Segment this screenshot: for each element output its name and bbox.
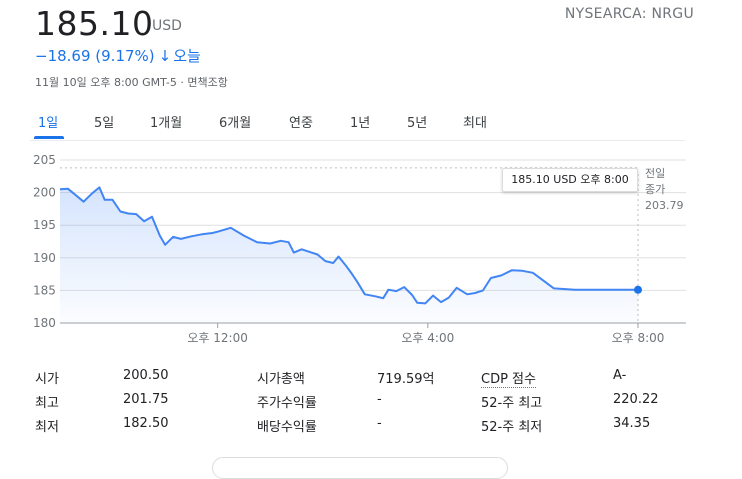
tab-6m[interactable]: 6개월: [219, 116, 252, 131]
last-price-point: [634, 285, 642, 294]
y-tick-label: 195: [33, 218, 56, 232]
previous-close-value: 203.79: [645, 199, 684, 212]
stats-row: 최고 201.75 주가수익률 - 52-주 최고 220.22: [35, 392, 715, 414]
x-tick-label: 오후 4:00: [401, 331, 454, 345]
stat-label-52w-low: 52-주 최저: [481, 420, 543, 435]
tab-5y[interactable]: 5년: [407, 116, 428, 131]
more-about-button[interactable]: [212, 457, 508, 479]
tabs-divider: [30, 140, 685, 141]
x-tick-label: 오후 12:00: [187, 331, 247, 345]
stats-row: 시가 200.50 시가총액 719.59억 CDP 점수 A-: [35, 368, 715, 390]
price-chart[interactable]: 205 200 195 190 185 180 오후 12:00 오후 4:00 오후 8:00: [0, 145, 742, 350]
stat-value-pe-ratio: -: [377, 392, 382, 407]
stat-value-low: 182.50: [123, 416, 169, 431]
y-tick-label: 180: [33, 316, 56, 330]
price-area: [60, 187, 638, 323]
stat-value-high: 201.75: [123, 392, 169, 407]
stat-value-market-cap: 719.59억: [377, 372, 435, 387]
previous-close-label-2: 종가: [645, 183, 666, 196]
stat-label-open: 시가: [35, 372, 59, 387]
stat-label-pe-ratio: 주가수익률: [257, 396, 317, 411]
price-line: [59, 186, 638, 305]
stat-label-market-cap: 시가총액: [257, 372, 305, 387]
price-tooltip: 185.10 USD 오후 8:00: [502, 168, 638, 192]
previous-close: 전일 종가 203.79: [645, 166, 684, 214]
current-price: 185.10: [35, 4, 154, 43]
tab-max[interactable]: 최대: [463, 116, 487, 131]
stat-label-low: 최저: [35, 420, 59, 435]
currency-label: USD: [152, 18, 182, 34]
tab-1y[interactable]: 1년: [350, 116, 371, 131]
exchange-ticker: NYSEARCA: NRGU: [564, 6, 694, 22]
tab-1d[interactable]: 1일: [38, 116, 59, 131]
timestamp-disclaimer[interactable]: 11월 10일 오후 8:00 GMT-5 · 면책조항: [35, 76, 228, 89]
stat-value-cdp-score: A-: [613, 368, 627, 383]
tab-ytd[interactable]: 연중: [289, 116, 313, 131]
tab-1m[interactable]: 1개월: [150, 116, 183, 131]
change-period: 오늘: [173, 47, 201, 65]
previous-close-label-1: 전일: [645, 167, 666, 180]
stat-value-52w-low: 34.35: [613, 416, 651, 431]
active-tab-indicator: [34, 136, 64, 139]
stat-label-52w-high: 52-주 최고: [481, 396, 543, 411]
down-arrow-icon: ↓: [158, 47, 172, 65]
stats-row: 최저 182.50 배당수익률 - 52-주 최저 34.35: [35, 416, 715, 438]
tab-5d[interactable]: 5일: [94, 116, 115, 131]
y-tick-label: 190: [33, 251, 56, 265]
x-tick-label: 오후 8:00: [612, 331, 665, 345]
stat-label-dividend-yield: 배당수익률: [257, 420, 317, 435]
stat-value-52w-high: 220.22: [613, 392, 659, 407]
stat-label-cdp-score[interactable]: CDP 점수: [481, 368, 536, 388]
change-value: −18.69 (9.17%): [35, 47, 155, 65]
stat-value-open: 200.50: [123, 368, 169, 383]
price-change: −18.69 (9.17%) ↓ 오늘: [35, 45, 201, 66]
stat-label-high: 최고: [35, 396, 59, 411]
y-tick-label: 185: [33, 283, 56, 297]
y-tick-label: 205: [33, 153, 56, 167]
y-tick-label: 200: [33, 186, 56, 200]
stat-value-dividend-yield: -: [377, 416, 382, 431]
